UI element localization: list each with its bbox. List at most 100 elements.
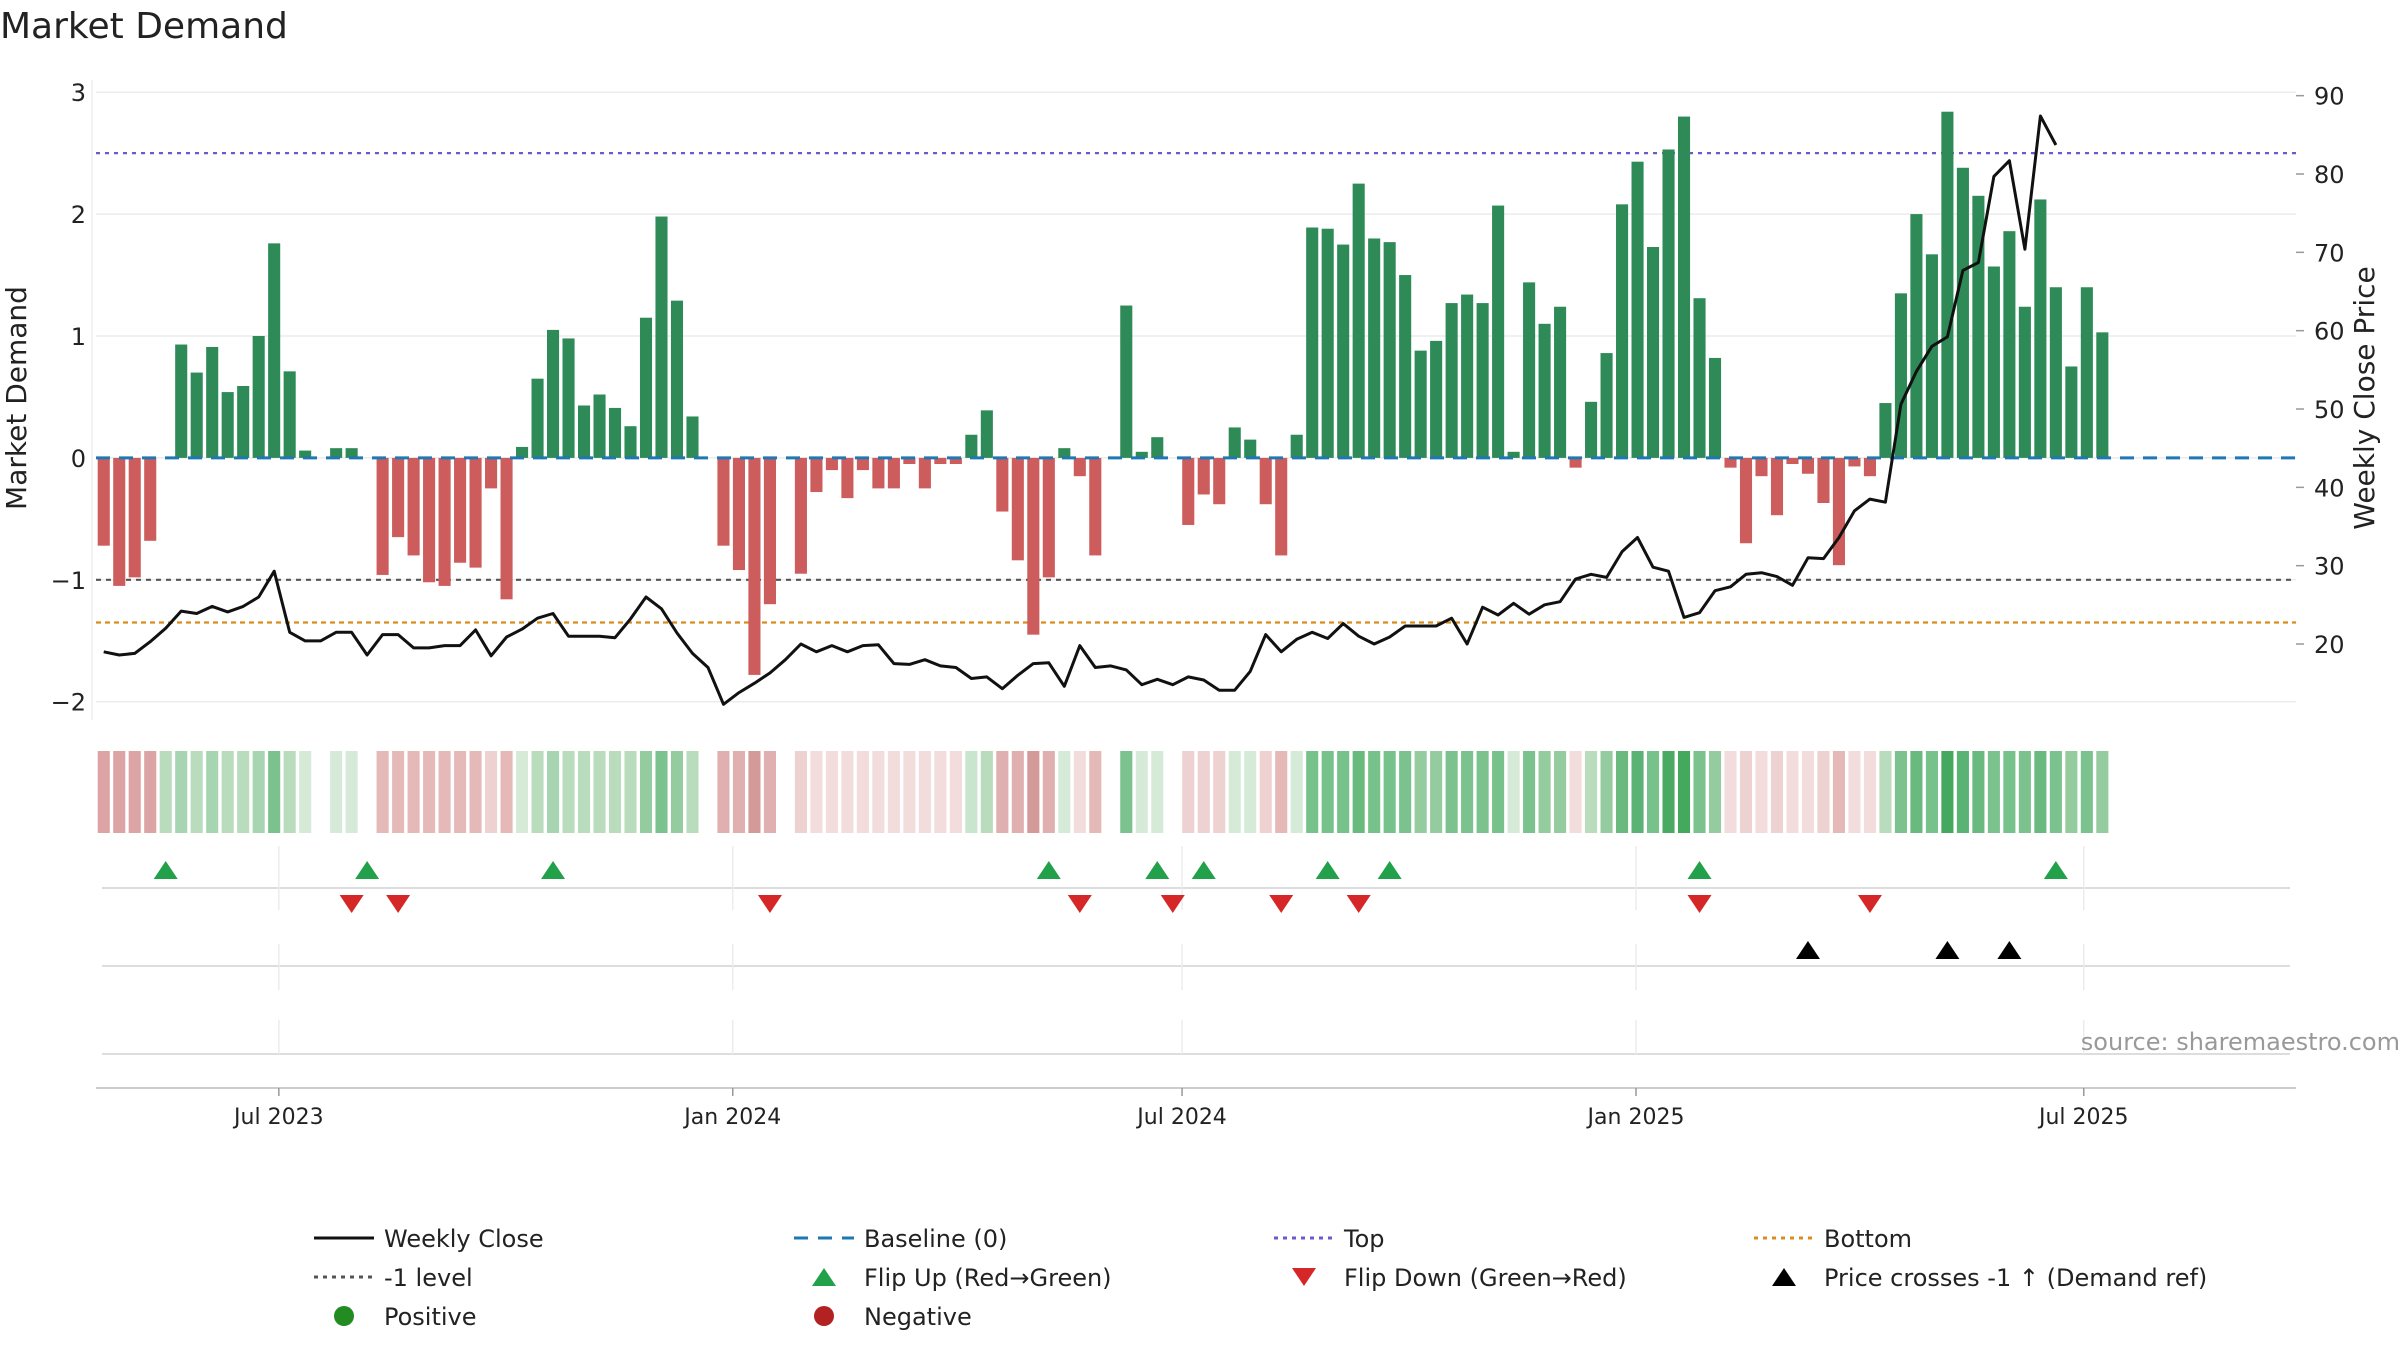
- demand-bar-negative: [872, 457, 885, 489]
- heat-strip-cell: [1925, 751, 1938, 833]
- heat-strip-cell: [794, 751, 807, 833]
- heat-strip-cell: [206, 751, 219, 833]
- demand-bar-positive: [1600, 353, 1613, 458]
- heat-strip-cell: [500, 751, 513, 833]
- heat-strip-cell: [2065, 751, 2078, 833]
- demand-bar-negative: [1770, 457, 1784, 516]
- heat-strip-cell: [965, 751, 978, 833]
- demand-bar-positive: [1647, 247, 1660, 458]
- price-cross-marker: [1795, 941, 1820, 959]
- demand-bar-negative: [1755, 457, 1768, 477]
- flip-up-marker: [1036, 861, 1061, 879]
- x-tick-label: Jul 2024: [1135, 1105, 1227, 1130]
- heat-strip-cell: [1972, 751, 1985, 833]
- y-axis-left-label: Market Demand: [0, 286, 33, 510]
- heat-strip-cell: [221, 751, 234, 833]
- legend-swatch-triangle-up: [812, 1268, 836, 1286]
- heat-strip-cell: [1616, 751, 1629, 833]
- heat-strip-cell: [1073, 751, 1086, 833]
- demand-bar-negative: [392, 457, 405, 538]
- demand-bar-positive: [1120, 305, 1133, 458]
- demand-bar-negative: [1089, 457, 1102, 556]
- heat-strip-cell: [624, 751, 637, 833]
- demand-bar-positive: [1151, 437, 1164, 458]
- y-right-tick-label: 30: [2314, 553, 2345, 581]
- demand-bar-positive: [965, 434, 978, 458]
- heat-strip-cell: [1786, 751, 1799, 833]
- weekly-close-line: [103, 114, 2058, 706]
- demand-bar-negative: [810, 457, 823, 493]
- chart-title: Market Demand: [0, 6, 288, 47]
- demand-bar-positive: [1244, 439, 1257, 458]
- heat-strip-cell: [1414, 751, 1427, 833]
- demand-bar-negative: [1011, 457, 1024, 561]
- heat-strip-cell: [763, 751, 776, 833]
- heat-strip-cell: [159, 751, 172, 833]
- demand-bar-positive: [639, 317, 653, 458]
- heat-strip-cell: [1801, 751, 1815, 833]
- demand-bar-positive: [670, 300, 684, 458]
- heat-strip-cell: [1259, 751, 1272, 833]
- legend: Weekly Close Baseline (0) Top Bottom -1 leve…: [314, 1225, 2207, 1331]
- demand-bar-positive: [2034, 199, 2047, 458]
- legend-item-flip-up: Flip Up (Red→Green): [812, 1264, 1112, 1292]
- demand-bar-positive: [593, 394, 606, 458]
- demand-bar-positive: [2065, 366, 2078, 458]
- heat-strip-cell: [825, 751, 838, 833]
- heat-strip-cell: [252, 751, 265, 833]
- demand-bar-negative: [748, 457, 761, 675]
- demand-bar-positive: [1708, 357, 1722, 458]
- heat-strip-cell: [438, 751, 451, 833]
- flip-up-marker: [541, 861, 566, 879]
- demand-bar-positive: [1058, 448, 1071, 458]
- demand-bar-positive: [1368, 238, 1381, 458]
- heat-strip-cell: [376, 751, 389, 833]
- demand-bar-positive: [1616, 204, 1629, 458]
- flip-up-marker: [2043, 861, 2068, 879]
- heat-strip-cell: [1987, 751, 2000, 833]
- heat-strip-cell: [810, 751, 823, 833]
- heat-strip-cell: [1662, 751, 1675, 833]
- demand-bar-positive: [1135, 451, 1148, 458]
- demand-bar-positive: [1430, 340, 1443, 458]
- heat-strip-cell: [655, 751, 668, 833]
- flip-up-marker: [355, 861, 380, 879]
- y-right-tick-label: 70: [2314, 239, 2345, 267]
- demand-bar-positive: [299, 450, 312, 458]
- heat-strip-cell: [1306, 751, 1319, 833]
- legend-item-flip-down: Flip Down (Green→Red): [1292, 1264, 1627, 1292]
- demand-bar-negative: [794, 457, 807, 574]
- signal-rows-grid: [96, 846, 2296, 1089]
- heat-strip-cell: [144, 751, 157, 833]
- demand-bar-positive: [577, 405, 591, 458]
- heat-strip-cell: [1817, 751, 1830, 833]
- heat-strip-cell: [686, 751, 699, 833]
- demand-bar-positive: [1352, 183, 1365, 458]
- heat-strip-cell: [1151, 751, 1164, 833]
- heat-strip-cell: [2080, 751, 2093, 833]
- demand-bar-negative: [1042, 457, 1055, 578]
- heat-strip-cell: [1848, 751, 1861, 833]
- demand-bar-negative: [1569, 457, 1582, 468]
- heat-strip-cell: [717, 751, 730, 833]
- x-axis: Jul 2023 Jan 2024 Jul 2024 Jan 2025 Jul 2025: [232, 1088, 2129, 1130]
- signal-markers: [153, 861, 2068, 959]
- demand-bar-negative: [856, 457, 869, 471]
- demand-bar-negative: [407, 457, 420, 556]
- y-left-tick-label: −2: [51, 689, 86, 717]
- demand-bar-negative: [1848, 457, 1861, 467]
- legend-label: Price crosses -1 ↑ (Demand ref): [1824, 1264, 2207, 1292]
- legend-item-bottom: Bottom: [1754, 1225, 1912, 1253]
- heat-strip-cell: [1337, 751, 1350, 833]
- demand-bar-positive: [190, 372, 203, 458]
- demand-bar-negative: [934, 457, 947, 464]
- heat-strip-cell: [887, 751, 900, 833]
- demand-bar-positive: [1306, 227, 1319, 458]
- demand-bar-negative: [1801, 457, 1815, 474]
- demand-bar-positive: [1941, 111, 1954, 458]
- legend-label: Positive: [384, 1303, 477, 1331]
- heat-strip-cell: [856, 751, 869, 833]
- y-right-tick-label: 40: [2314, 474, 2345, 502]
- heat-strip-cell: [1321, 751, 1334, 833]
- legend-label: -1 level: [384, 1264, 473, 1292]
